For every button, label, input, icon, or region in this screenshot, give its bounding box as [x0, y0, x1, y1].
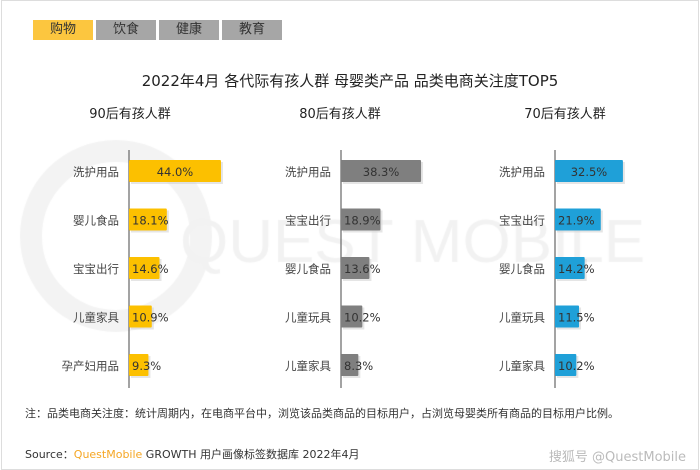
data-label: 18.1% [132, 214, 169, 228]
data-label: 14.2% [558, 262, 595, 276]
category-label: 婴儿食品 [285, 262, 331, 276]
category-label: 洗护用品 [285, 165, 331, 179]
source-prefix: Source： [25, 448, 74, 461]
bar [555, 257, 585, 279]
data-label: 9.3% [132, 359, 161, 373]
category-label: 婴儿食品 [499, 262, 545, 276]
footnote: 注：品类电商关注度：统计周期内，在电商平台中，浏览该品类商品的目标用户，占浏览母… [25, 407, 619, 420]
credit: 搜狐号 @QuestMobile [548, 450, 686, 465]
data-label: 18.9% [344, 214, 381, 228]
bar [129, 208, 167, 231]
category-label: 宝宝出行 [499, 214, 545, 228]
bar [555, 208, 601, 231]
bar [341, 257, 370, 279]
category-label: 儿童家具 [499, 359, 545, 373]
panel-title: 90后有孩人群 [89, 107, 171, 122]
data-label: 10.2% [558, 359, 595, 373]
category-label: 洗护用品 [499, 165, 545, 179]
chart-title: 2022年4月 各代际有孩人群 母婴类产品 品类电商关注度TOP5 [141, 72, 559, 90]
panel-title: 80后有孩人群 [299, 107, 381, 122]
bar [555, 305, 580, 328]
category-label: 宝宝出行 [285, 214, 331, 228]
category-label: 儿童家具 [285, 359, 331, 373]
bar [341, 160, 422, 182]
category-label: 孕产妇用品 [62, 359, 120, 373]
category-label: 儿童家具 [73, 311, 119, 325]
tab-health[interactable]: 健康 [159, 20, 219, 40]
bar [341, 208, 381, 231]
source: Source：QuestMobile GROWTH 用户画像标签数据库 2022… [25, 446, 360, 462]
panel-title: 70后有孩人群 [524, 107, 606, 122]
data-label: 21.9% [558, 214, 595, 228]
bar [129, 305, 152, 328]
category-label: 洗护用品 [73, 165, 119, 179]
category-label: 宝宝出行 [73, 262, 119, 276]
data-label: 10.2% [344, 311, 381, 325]
tab-shopping[interactable]: 购物 [33, 20, 93, 40]
category-label: 婴儿食品 [73, 214, 119, 228]
category-label: 儿童玩具 [499, 311, 545, 325]
source-brand: QuestMobile [73, 448, 143, 461]
data-label: 10.9% [132, 311, 169, 325]
bar [129, 160, 221, 182]
bar [129, 354, 149, 376]
data-label: 38.3% [363, 165, 400, 179]
bar [129, 257, 160, 279]
tab-diet[interactable]: 饮食 [96, 20, 156, 40]
bar [555, 160, 623, 182]
data-label: 8.3% [344, 359, 373, 373]
data-label: 14.6% [132, 262, 169, 276]
data-label: 13.6% [344, 262, 381, 276]
source-rest: GROWTH 用户画像标签数据库 2022年4月 [142, 448, 360, 461]
data-label: 44.0% [157, 165, 194, 179]
data-label: 11.5% [558, 311, 595, 325]
tab-education[interactable]: 教育 [222, 20, 282, 40]
category-label: 儿童玩具 [285, 311, 331, 325]
bar [341, 354, 359, 376]
bar [555, 354, 577, 376]
data-label: 32.5% [571, 165, 608, 179]
bar [341, 305, 363, 328]
